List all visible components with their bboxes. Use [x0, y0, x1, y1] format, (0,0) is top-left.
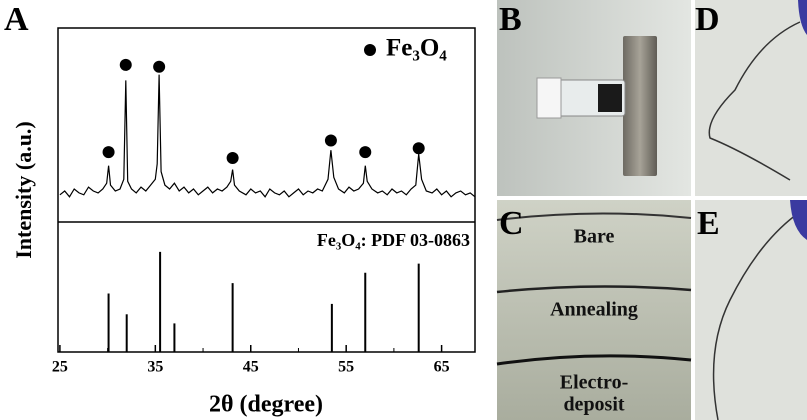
panel-letter: B [499, 1, 522, 38]
x-tick-label: 55 [338, 359, 354, 376]
peak-marker [102, 146, 115, 159]
peak-marker [324, 134, 337, 147]
peak-marker [226, 151, 239, 164]
x-tick-label: 65 [434, 359, 450, 376]
photo-e [695, 200, 807, 420]
peak-marker [359, 146, 372, 159]
c-label: deposit [563, 394, 624, 416]
c-label: Bare [574, 226, 615, 248]
panel-letter: A [4, 1, 29, 38]
c-label: Annealing [550, 299, 638, 321]
peak-marker [153, 60, 166, 73]
x-axis-label: 2θ (degree) [209, 392, 323, 418]
axes-frame [57, 27, 476, 353]
legend-label: Fe₃O₄ [386, 35, 447, 62]
y-axis-label: Intensity (a.u.) [11, 121, 36, 259]
panel-letter: C [499, 205, 524, 242]
x-tick-label: 35 [147, 359, 163, 376]
photo-c [496, 200, 692, 420]
x-tick-label: 25 [52, 359, 68, 376]
peak-marker [412, 142, 425, 155]
reference-label: Fe₃O₄: PDF 03-0863 [317, 230, 470, 250]
photo-b [497, 0, 691, 196]
photo-d [695, 0, 807, 196]
x-tick-label: 45 [243, 359, 259, 376]
panel-letter: E [697, 205, 720, 242]
panel-letter: D [695, 1, 720, 38]
peak-marker [119, 58, 132, 71]
c-label: Electro- [560, 372, 629, 394]
xrd-pattern [59, 74, 476, 198]
legend-marker [364, 44, 376, 56]
